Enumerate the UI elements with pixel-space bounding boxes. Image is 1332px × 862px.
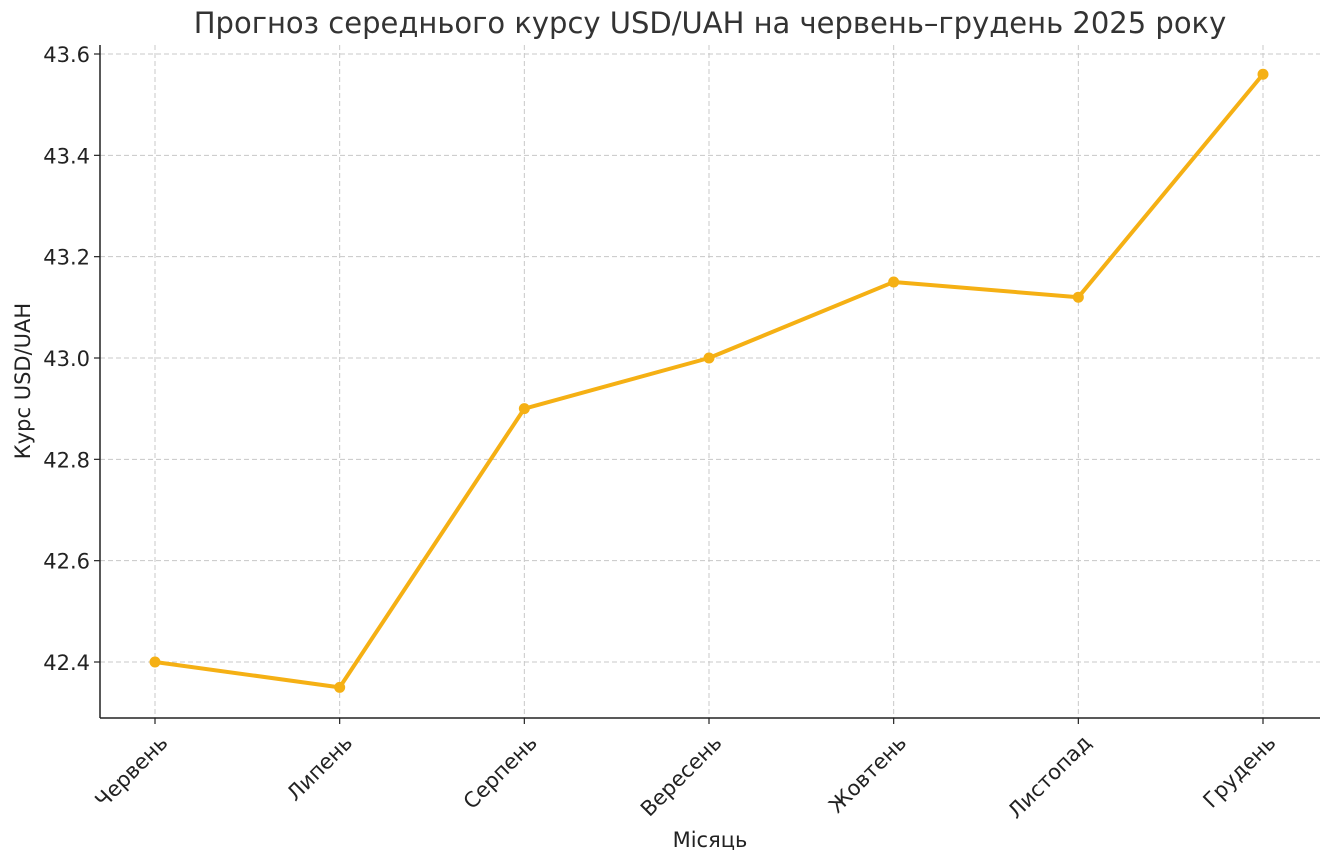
data-point bbox=[888, 276, 900, 288]
x-tick-label: Серпень bbox=[459, 731, 542, 814]
grid bbox=[100, 45, 1320, 718]
y-tick-label: 43.4 bbox=[43, 144, 90, 168]
x-tick-label: Червень bbox=[90, 731, 172, 813]
y-axis-label: Курс USD/UAH bbox=[11, 303, 35, 459]
x-axis-label: Місяць bbox=[673, 828, 748, 852]
y-tick-label: 43.0 bbox=[43, 347, 90, 371]
series bbox=[149, 68, 1269, 693]
y-tick-label: 42.8 bbox=[43, 448, 90, 472]
y-ticks: 42.4 42.6 42.8 43.0 43.2 43.4 43.6 bbox=[43, 43, 100, 675]
data-point bbox=[149, 656, 161, 668]
axes bbox=[99, 45, 1320, 719]
data-point bbox=[518, 403, 530, 415]
chart-title: Прогноз середнього курсу USD/UAH на черв… bbox=[194, 6, 1227, 40]
y-tick-label: 42.6 bbox=[43, 550, 90, 574]
data-point bbox=[1257, 68, 1269, 80]
data-point bbox=[334, 681, 346, 693]
x-ticks: Червень Липень Серпень Вересень Жовтень Листо… bbox=[90, 718, 1281, 824]
y-tick-label: 42.4 bbox=[43, 651, 90, 675]
x-tick-label: Грудень bbox=[1198, 731, 1280, 813]
data-point bbox=[1072, 291, 1084, 303]
y-tick-label: 43.2 bbox=[43, 246, 90, 270]
x-tick-label: Липень bbox=[282, 731, 357, 806]
data-point bbox=[703, 352, 715, 364]
x-tick-label: Вересень bbox=[636, 731, 727, 822]
x-tick-label: Листопад bbox=[1003, 731, 1096, 824]
x-tick-label: Жовтень bbox=[824, 731, 911, 818]
y-tick-label: 43.6 bbox=[43, 43, 90, 67]
